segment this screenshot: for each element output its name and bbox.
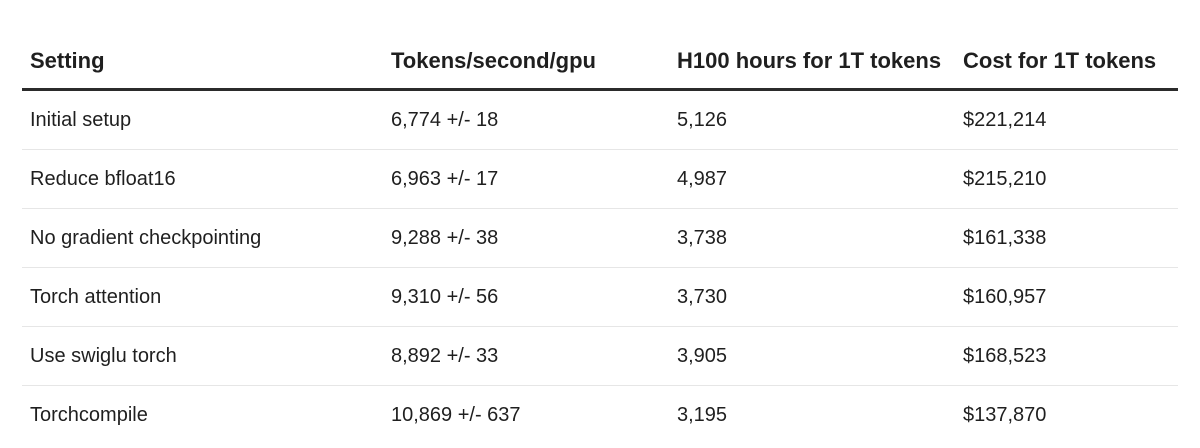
cell-tokens-per-second: 8,892 +/- 33 bbox=[383, 326, 669, 386]
results-table: Setting Tokens/second/gpu H100 hours for… bbox=[22, 0, 1178, 444]
cell-cost: $161,338 bbox=[955, 208, 1178, 268]
header-tokens-per-second: Tokens/second/gpu bbox=[383, 0, 669, 91]
cell-h100-hours: 5,126 bbox=[669, 89, 955, 150]
cell-h100-hours: 3,195 bbox=[677, 404, 728, 426]
table-row: Reduce bfloat16 6,963 +/- 17 4,987 $215,… bbox=[22, 149, 1178, 209]
cell-h100-hours: 4,987 bbox=[669, 149, 955, 209]
table-row: Initial setup 6,774 +/- 18 5,126 $221,21… bbox=[22, 89, 1178, 150]
cell-setting: Initial setup bbox=[22, 89, 383, 150]
table-row: Use swiglu torch 8,892 +/- 33 3,905 $168… bbox=[22, 326, 1178, 386]
table-row: No gradient checkpointing 9,288 +/- 38 3… bbox=[22, 208, 1178, 268]
cell-cost: $160,957 bbox=[955, 267, 1178, 327]
cell-setting: Reduce bfloat16 bbox=[22, 149, 383, 209]
cell-tokens-per-second: 6,963 +/- 17 bbox=[383, 149, 669, 209]
table-header: Setting Tokens/second/gpu H100 hours for… bbox=[22, 0, 1178, 91]
header-h100-hours: H100 hours for 1T tokens bbox=[669, 0, 955, 91]
cell-setting: Torchcompile bbox=[30, 404, 148, 426]
cell-tokens-per-second: 9,288 +/- 38 bbox=[383, 208, 669, 268]
table-body: Initial setup 6,774 +/- 18 5,126 $221,21… bbox=[22, 89, 1178, 445]
header-cost: Cost for 1T tokens bbox=[955, 0, 1178, 91]
cell-setting: Use swiglu torch bbox=[22, 326, 383, 386]
cell-cost: $221,214 bbox=[955, 89, 1178, 150]
cell-tokens-per-second: 10,869 +/- 637 bbox=[391, 404, 521, 426]
table-row: Torch attention 9,310 +/- 56 3,730 $160,… bbox=[22, 267, 1178, 327]
cell-setting: No gradient checkpointing bbox=[22, 208, 383, 268]
table-row: Torchcompile 10,869 +/- 637 3,195 $137,8… bbox=[22, 386, 1178, 445]
cell-cost: $215,210 bbox=[955, 149, 1178, 209]
cell-tokens-per-second: 9,310 +/- 56 bbox=[383, 267, 669, 327]
cell-cost: $137,870 bbox=[963, 404, 1047, 426]
header-row: Setting Tokens/second/gpu H100 hours for… bbox=[22, 0, 1178, 91]
cell-h100-hours: 3,730 bbox=[669, 267, 955, 327]
cell-h100-hours: 3,738 bbox=[669, 208, 955, 268]
cell-cost: $168,523 bbox=[955, 326, 1178, 386]
cell-tokens-per-second: 6,774 +/- 18 bbox=[383, 89, 669, 150]
cell-h100-hours: 3,905 bbox=[669, 326, 955, 386]
results-table-container: Setting Tokens/second/gpu H100 hours for… bbox=[22, 0, 1178, 444]
cell-setting: Torch attention bbox=[22, 267, 383, 327]
header-setting: Setting bbox=[22, 0, 383, 91]
